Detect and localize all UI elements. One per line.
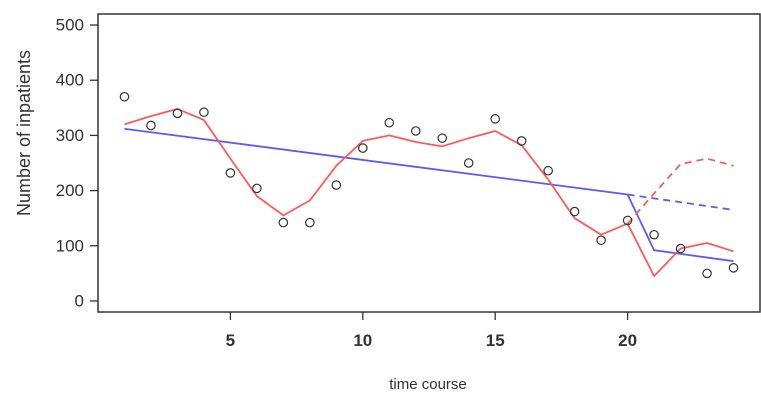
y-tick-label: 500 [56, 16, 84, 35]
x-axis-title: time course [389, 376, 467, 393]
observed-point [331, 180, 342, 190]
observed-point [172, 108, 183, 119]
blue-counterfactual-line [627, 193, 734, 211]
observed-point [622, 215, 633, 226]
observed-point [410, 126, 421, 136]
observed-point [543, 165, 553, 176]
observed-point [146, 120, 156, 131]
observed-point [384, 117, 395, 128]
observed-point [596, 235, 606, 246]
red-counterfactual-line [626, 157, 734, 225]
y-tick-label: 100 [56, 236, 84, 255]
x-tick-label: 20 [618, 331, 637, 350]
y-tick-label: 200 [56, 181, 84, 200]
y-tick-label: 300 [56, 126, 84, 145]
red-fit-line [124, 108, 734, 278]
observed-point [199, 107, 209, 118]
observed-point [278, 217, 289, 228]
observed-point [490, 114, 500, 124]
x-tick-label: 15 [486, 331, 505, 350]
observed-point [649, 229, 659, 240]
observed-point [119, 91, 130, 102]
series-layer [124, 108, 734, 278]
observed-point [252, 183, 262, 194]
observed-point [463, 158, 474, 168]
observed-point [702, 268, 712, 279]
x-tick-label: 5 [226, 331, 235, 350]
observed-point [675, 243, 686, 254]
observed-point [225, 168, 236, 178]
blue-fit-line [124, 127, 734, 263]
y-tick-label: 400 [56, 71, 84, 90]
observed-point [516, 136, 527, 146]
plot-frame [97, 13, 761, 313]
y-tick-label: 0 [75, 291, 84, 310]
observed-point [357, 143, 368, 153]
y-axis-title: Number of inpatients [14, 50, 34, 216]
observed-point [728, 263, 739, 273]
observed-point [569, 206, 580, 217]
x-tick-label: 10 [353, 331, 372, 350]
observed-point [437, 133, 448, 143]
observed-point [305, 217, 315, 228]
points-layer [119, 91, 739, 279]
